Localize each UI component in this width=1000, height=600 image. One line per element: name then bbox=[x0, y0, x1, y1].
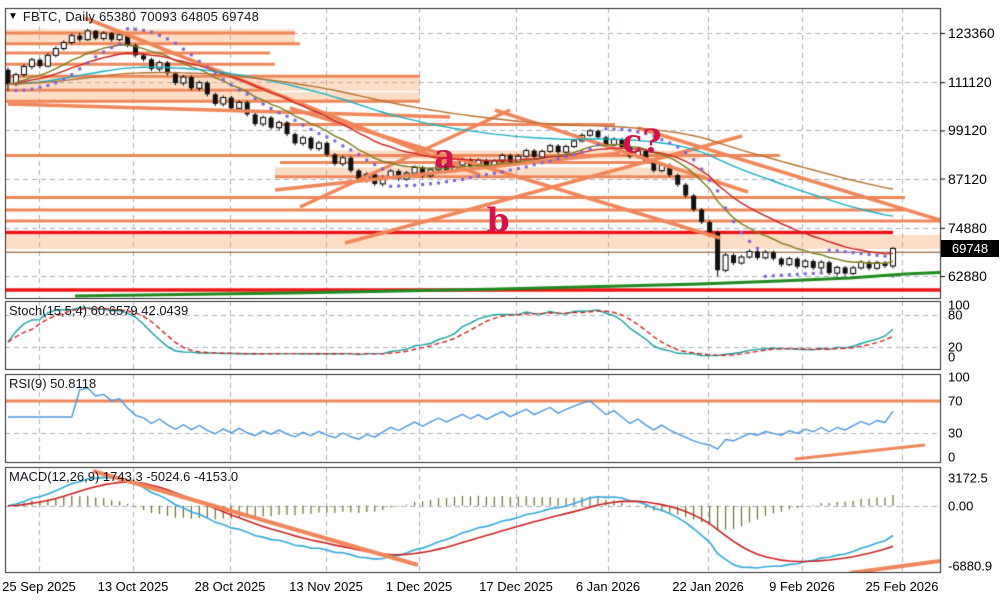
chart-title-row: ▼ FBTC, Daily 65380 70093 64805 69748 bbox=[8, 9, 259, 24]
wave-letter-annotation: a bbox=[434, 136, 456, 176]
price-tick-label: 99120 bbox=[948, 122, 987, 139]
stoch-tick-label: 100 bbox=[948, 297, 970, 313]
macd-tick-label: 3172.5 bbox=[948, 470, 988, 486]
wave-letter-annotation: c? bbox=[622, 121, 662, 161]
macd-panel-label: MACD(12,26,9) 1743.3 -5024.6 -4153.0 bbox=[9, 469, 239, 484]
wave-letter-annotation: b bbox=[486, 200, 510, 240]
price-tick-label: 62880 bbox=[948, 268, 987, 284]
date-tick-label: 1 Dec 2025 bbox=[385, 579, 453, 594]
rsi-tick-label: 30 bbox=[948, 425, 963, 441]
rsi-tick-label: 70 bbox=[948, 393, 963, 409]
date-tick-label: 17 Dec 2025 bbox=[479, 579, 553, 594]
price-tick-label: 74880 bbox=[948, 219, 987, 236]
date-tick-label: 9 Feb 2026 bbox=[769, 579, 835, 594]
rsi-panel-label: RSI(9) 50.8118 bbox=[9, 376, 97, 391]
rsi-tick-label: 0 bbox=[948, 449, 956, 465]
stoch-tick-label: 20 bbox=[948, 339, 963, 355]
macd-tick-label: 0.00 bbox=[948, 498, 974, 514]
date-tick-label: 28 Oct 2025 bbox=[194, 579, 266, 594]
stoch-panel-label: Stoch(15,5,4) 60.6579 42.0439 bbox=[9, 303, 189, 318]
price-tick-label: 87120 bbox=[948, 170, 987, 187]
price-tick-label: 111120 bbox=[948, 74, 992, 91]
date-tick-label: 25 Feb 2026 bbox=[865, 579, 939, 594]
stoch-tick-label: 0 bbox=[948, 349, 956, 365]
chart-title: FBTC, Daily 65380 70093 64805 69748 bbox=[22, 9, 260, 24]
date-tick-label: 13 Oct 2025 bbox=[97, 579, 169, 594]
date-tick-label: 6 Jan 2026 bbox=[575, 579, 641, 594]
last-price-tag: 69748 bbox=[941, 240, 999, 257]
date-tick-label: 13 Nov 2025 bbox=[289, 579, 363, 594]
price-tick-label: 123360 bbox=[948, 25, 995, 41]
stoch-tick-label: 80 bbox=[948, 307, 963, 323]
symbol-dropdown-icon[interactable]: ▼ bbox=[8, 10, 18, 22]
date-tick-label: 25 Sep 2025 bbox=[2, 579, 76, 594]
macd-tick-label: -6880.9 bbox=[948, 558, 993, 574]
date-tick-label: 22 Jan 2026 bbox=[672, 579, 744, 594]
rsi-tick-label: 100 bbox=[948, 369, 970, 385]
